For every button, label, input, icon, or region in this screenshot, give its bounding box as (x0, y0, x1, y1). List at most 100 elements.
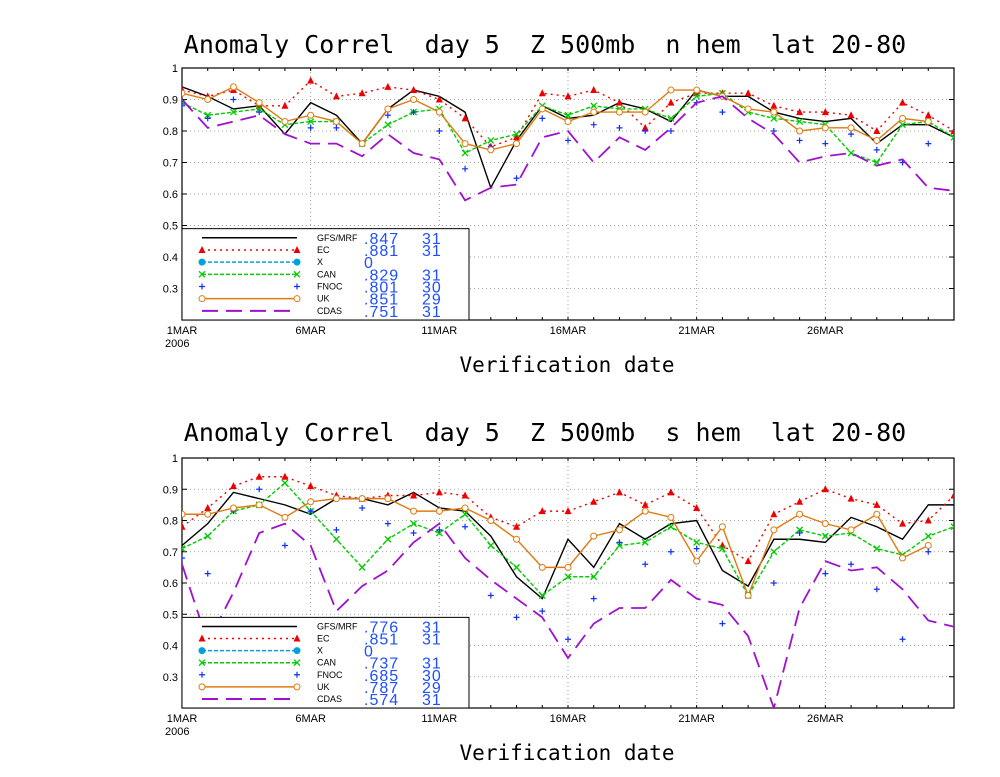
y-tick-label: 0.9 (163, 484, 178, 496)
point-can (204, 532, 212, 540)
legend-count-ec: 31 (422, 243, 442, 260)
point-fnoc (925, 548, 932, 555)
point-fnoc (873, 146, 880, 153)
point-can (255, 105, 263, 113)
series-cdas (182, 522, 954, 708)
point-ec (590, 497, 598, 505)
point-uk (384, 495, 392, 503)
point-uk (229, 83, 237, 91)
x-tick-sublabel: 2006 (165, 726, 189, 738)
point-ec (410, 86, 418, 94)
legend-mean-ec: .851 (364, 632, 399, 649)
legend-mean-fnoc: .685 (364, 668, 399, 685)
point-fnoc (719, 620, 726, 627)
point-uk (873, 510, 881, 518)
point-ec (538, 89, 546, 97)
legend-label-ec: EC (317, 245, 330, 255)
legend-count-uk: 29 (422, 680, 442, 697)
point-fnoc (796, 137, 803, 144)
point-uk (204, 510, 212, 518)
legend-label-cdas: CDAS (317, 306, 342, 316)
point-uk (538, 105, 546, 113)
legend-count-fnoc: 30 (422, 280, 442, 297)
point-uk (924, 542, 932, 549)
point-fnoc (925, 140, 932, 147)
point-ec (332, 92, 340, 100)
point-can (950, 133, 954, 141)
point-ec (615, 98, 623, 106)
point-uk (332, 118, 340, 126)
point-fnoc (642, 128, 649, 134)
point-ec (667, 488, 675, 496)
point-uk (461, 140, 469, 148)
point-ec (204, 504, 212, 511)
y-tick-label: 0.5 (163, 221, 178, 233)
legend-count-fnoc: 30 (422, 668, 442, 685)
point-can (796, 118, 804, 126)
point-fnoc (667, 128, 674, 134)
legend-mean-can: .829 (364, 267, 399, 284)
point-uk (281, 118, 289, 126)
point-fnoc (667, 548, 674, 555)
series-line-uk (182, 86, 929, 151)
legend-mean-x: 0 (364, 644, 374, 661)
point-can (873, 545, 881, 553)
point-uk (821, 520, 829, 528)
point-can (182, 545, 186, 553)
point-ec (358, 89, 366, 97)
point-can (358, 563, 366, 571)
point-uk (513, 535, 521, 543)
point-can (847, 149, 855, 157)
point-fnoc (462, 523, 469, 530)
point-can (461, 149, 469, 157)
point-uk (182, 510, 186, 518)
x-tick-label: 21MAR (678, 713, 715, 725)
point-can (461, 510, 469, 518)
point-can (384, 535, 392, 543)
point-uk (770, 108, 778, 116)
point-ec (564, 507, 572, 515)
point-fnoc (410, 530, 417, 536)
point-fnoc (770, 128, 777, 134)
legend-count-uk: 29 (422, 292, 442, 309)
legend-marker-ec (198, 245, 206, 253)
point-ec (950, 127, 954, 134)
point-can (770, 548, 778, 556)
legend-marker-x (293, 258, 301, 266)
y-tick-label: 0.7 (163, 158, 178, 170)
point-fnoc (256, 109, 263, 116)
legend-label-ec: EC (317, 634, 330, 644)
legend-marker-x (198, 258, 206, 266)
point-fnoc (513, 614, 520, 621)
point-can (590, 573, 598, 581)
x-tick-label: 21MAR (678, 325, 715, 337)
point-fnoc (384, 112, 391, 119)
point-uk (358, 495, 366, 503)
point-uk (667, 86, 675, 94)
point-fnoc (230, 96, 237, 103)
point-uk (847, 526, 855, 534)
point-fnoc (513, 175, 520, 182)
point-can (821, 532, 829, 540)
point-uk (307, 111, 315, 119)
point-uk (924, 118, 932, 126)
x-tick-label: 11MAR (421, 713, 457, 725)
point-ec (307, 76, 315, 84)
legend-count-ec: 31 (422, 632, 442, 649)
legend-label-fnoc: FNOC (317, 670, 343, 680)
point-fnoc (384, 520, 391, 527)
point-fnoc (307, 508, 314, 515)
point-uk (899, 114, 907, 122)
point-ec (796, 497, 804, 505)
point-ec (615, 488, 623, 496)
legend-count-cdas: 31 (422, 692, 442, 709)
chart-title-north: Anomaly Correl day 5 Z 500mb n hem lat 2… (184, 30, 906, 59)
y-tick-label: 0.4 (163, 641, 178, 653)
series-cdas (182, 95, 954, 202)
legend-marker-uk (198, 295, 206, 303)
chart-title-south: Anomaly Correl day 5 Z 500mb s hem lat 2… (184, 418, 906, 447)
point-uk (744, 105, 752, 113)
point-can (513, 563, 520, 571)
